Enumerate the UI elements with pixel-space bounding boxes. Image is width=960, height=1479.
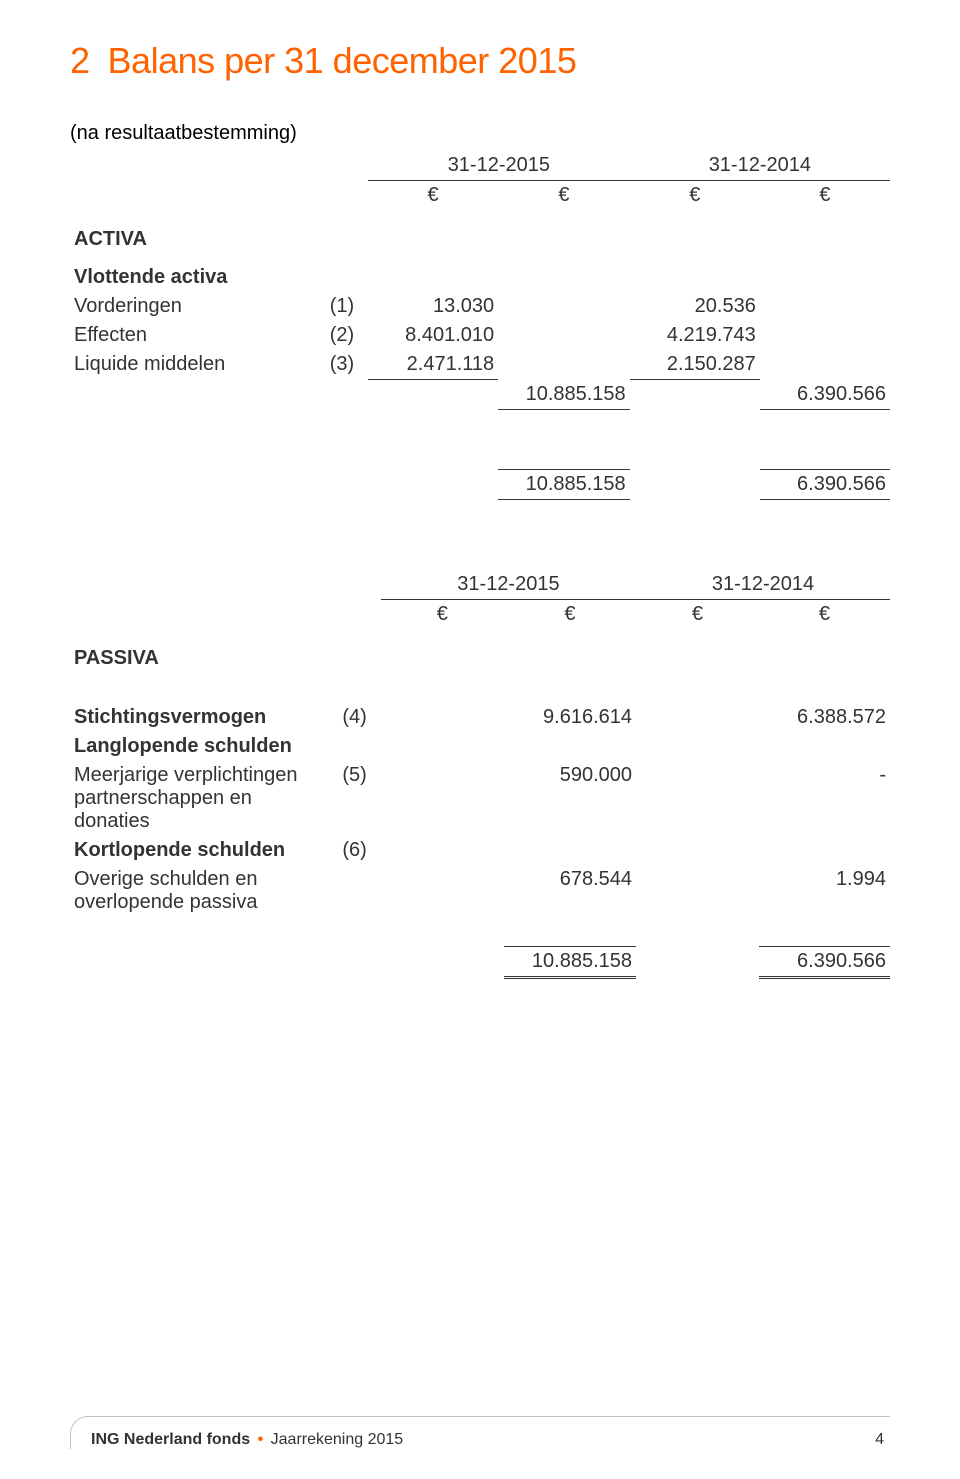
row-note: (2) xyxy=(316,321,368,350)
row-label: Effecten xyxy=(70,321,316,350)
page-title: 2 Balans per 31 december 2015 xyxy=(70,40,890,82)
footer-left: ING Nederland fonds • Jaarrekening 2015 xyxy=(91,1431,403,1449)
footer-doc: Jaarrekening 2015 xyxy=(271,1431,404,1448)
table-row: Vorderingen (1) 13.030 20.536 xyxy=(70,292,890,321)
currency-symbol: € xyxy=(636,599,759,629)
currency-symbol: € xyxy=(760,181,890,211)
row-val: 590.000 xyxy=(504,761,636,836)
row-val: 9.616.614 xyxy=(504,703,636,732)
vlottende-activa: Vlottende activa xyxy=(70,254,316,292)
subtotal-2015: 10.885.158 xyxy=(498,380,630,410)
date-header-row: 31-12-2015 31-12-2014 xyxy=(70,570,890,600)
table-row: Kortlopende schulden (6) xyxy=(70,836,890,865)
table-row: Overige schulden en overlopende passiva … xyxy=(70,865,890,917)
date-header-row: 31-12-2015 31-12-2014 xyxy=(70,151,890,181)
balance-passiva-table: 31-12-2015 31-12-2014 € € € € PASSIVA St… xyxy=(70,570,890,980)
row-label: Liquide middelen xyxy=(70,350,316,380)
table-row: Meerjarige verplichtingen partnerschappe… xyxy=(70,761,890,836)
total-2014: 6.390.566 xyxy=(760,469,890,499)
date-2014: 31-12-2014 xyxy=(630,151,890,181)
footer-org: ING Nederland fonds xyxy=(91,1431,250,1448)
row-note: (1) xyxy=(316,292,368,321)
subtotal-2014: 6.390.566 xyxy=(760,380,890,410)
total-2014: 6.390.566 xyxy=(759,947,890,978)
row-val: - xyxy=(759,761,890,836)
table-row: Effecten (2) 8.401.010 4.219.743 xyxy=(70,321,890,350)
total-2015: 10.885.158 xyxy=(504,947,636,978)
total-row: 10.885.158 6.390.566 xyxy=(70,947,890,978)
subtitle: (na resultaatbestemming) xyxy=(70,122,890,145)
page-footer: ING Nederland fonds • Jaarrekening 2015 … xyxy=(70,1416,890,1449)
bullet-icon: • xyxy=(255,1431,267,1448)
date-2015: 31-12-2015 xyxy=(368,151,630,181)
currency-row: € € € € xyxy=(70,181,890,211)
row-label: Langlopende schulden xyxy=(70,732,328,761)
row-val: 4.219.743 xyxy=(630,321,760,350)
row-val: 2.150.287 xyxy=(630,350,760,380)
row-label: Overige schulden en overlopende passiva xyxy=(70,865,328,917)
subtotal-row: 10.885.158 6.390.566 xyxy=(70,380,890,410)
row-note: (4) xyxy=(328,703,381,732)
currency-symbol: € xyxy=(504,599,636,629)
balance-activa-table: 31-12-2015 31-12-2014 € € € € ACTIVA Vlo… xyxy=(70,151,890,500)
currency-symbol: € xyxy=(381,599,504,629)
row-val: 13.030 xyxy=(368,292,498,321)
date-2014: 31-12-2014 xyxy=(636,570,890,600)
row-val: 8.401.010 xyxy=(368,321,498,350)
table-row: Liquide middelen (3) 2.471.118 2.150.287 xyxy=(70,350,890,380)
row-label: Stichtingsvermogen xyxy=(70,703,328,732)
passiva-heading: PASSIVA xyxy=(70,629,328,673)
section-row: PASSIVA xyxy=(70,629,890,673)
row-label: Kortlopende schulden xyxy=(70,836,328,865)
row-note: (3) xyxy=(316,350,368,380)
currency-symbol: € xyxy=(630,181,760,211)
date-2015: 31-12-2015 xyxy=(381,570,636,600)
row-note: (5) xyxy=(328,761,381,836)
activa-heading: ACTIVA xyxy=(70,210,316,254)
total-row: 10.885.158 6.390.566 xyxy=(70,469,890,499)
title-text: Balans per 31 december 2015 xyxy=(108,40,577,81)
table-row: Langlopende schulden xyxy=(70,732,890,761)
row-val: 20.536 xyxy=(630,292,760,321)
content: 2 Balans per 31 december 2015 (na resulta… xyxy=(70,40,890,1376)
row-val: 678.544 xyxy=(504,865,636,917)
row-val: 6.388.572 xyxy=(759,703,890,732)
row-note: (6) xyxy=(328,836,381,865)
title-number: 2 xyxy=(70,40,90,81)
currency-symbol: € xyxy=(368,181,498,211)
table-row: Stichtingsvermogen (4) 9.616.614 6.388.5… xyxy=(70,703,890,732)
row-val: 1.994 xyxy=(759,865,890,917)
page: 2 Balans per 31 december 2015 (na resulta… xyxy=(0,0,960,1479)
footer-page: 4 xyxy=(875,1431,890,1449)
row-label: Meerjarige verplichtingen partnerschappe… xyxy=(70,761,328,836)
subsection-row: Vlottende activa xyxy=(70,254,890,292)
section-row: ACTIVA xyxy=(70,210,890,254)
row-label: Vorderingen xyxy=(70,292,316,321)
total-2015: 10.885.158 xyxy=(498,469,630,499)
currency-row: € € € € xyxy=(70,599,890,629)
row-val: 2.471.118 xyxy=(368,350,498,380)
currency-symbol: € xyxy=(759,599,890,629)
currency-symbol: € xyxy=(498,181,630,211)
